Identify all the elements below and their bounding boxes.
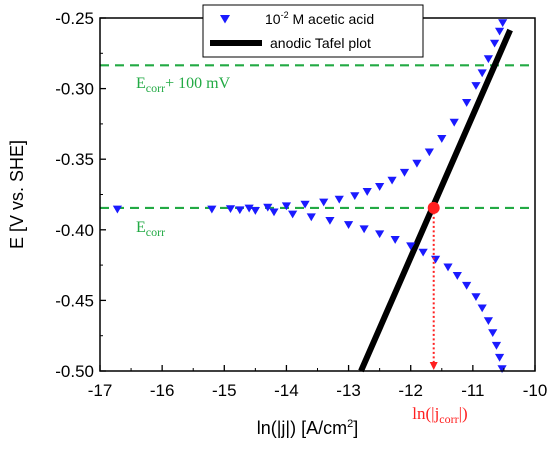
- y-tick-label: -0.35: [55, 150, 94, 169]
- reference-lines: [100, 64, 535, 210]
- x-axis-title-end: ]: [353, 418, 358, 438]
- data-point-anodic-5: [281, 202, 292, 211]
- data-point-anodic-9: [350, 192, 360, 201]
- data-point-cathodic-20: [491, 341, 502, 350]
- data-points-layer: [112, 19, 508, 374]
- corrosion-marker-layer: [427, 201, 440, 370]
- jcorr-annotation-main: ln(|j: [412, 404, 439, 423]
- data-point-anodic-19: [471, 82, 481, 90]
- data-point-cathodic-15: [462, 281, 472, 290]
- x-tick-label: -17: [88, 381, 113, 400]
- x-axis-title-main: ln(|j|) [A/cm: [257, 418, 347, 438]
- corrosion-point: [427, 201, 440, 214]
- x-tick-label: -11: [461, 381, 484, 400]
- ecorr-plus-100mv-label: Ecorr+ 100 mV: [136, 75, 231, 95]
- jcorr-annotation-sub: corr: [439, 412, 458, 426]
- jcorr-arrow-head: [429, 362, 438, 370]
- y-tick-label: -0.45: [55, 291, 94, 310]
- y-axis-ticks: -0.50 -0.45 -0.40 -0.35 -0.30 -0.25: [55, 9, 106, 381]
- y-tick-label: -0.50: [55, 362, 94, 381]
- data-point-cathodic-12: [430, 255, 441, 264]
- data-point-cathodic-19: [488, 329, 498, 338]
- data-point-anodic-1: [207, 205, 217, 214]
- data-point-cathodic-16: [471, 293, 481, 302]
- data-point-anodic-24: [498, 19, 508, 28]
- ecorr-label: Ecorr: [136, 219, 165, 239]
- data-point-anodic-8: [334, 195, 344, 204]
- data-point-cathodic-7: [359, 225, 369, 234]
- data-point-anodic-22: [490, 39, 500, 48]
- legend-marker-acetic-acid: [220, 15, 230, 24]
- plot-frame: [99, 17, 536, 372]
- y-tick-label: -0.25: [55, 9, 94, 28]
- legend-label-acetic-acid-main: 10: [265, 11, 281, 27]
- data-point-cathodic-13: [443, 263, 453, 272]
- legend-label-acetic-acid-sup: -2: [281, 10, 289, 20]
- x-tick-label: -14: [274, 381, 299, 400]
- data-point-anodic-23: [494, 27, 505, 36]
- data-point-cathodic-1: [250, 207, 260, 215]
- data-point-anodic-10: [362, 187, 372, 196]
- x-axis-title-sup: 2: [347, 418, 353, 430]
- y-tick-label: -0.30: [55, 80, 94, 99]
- jcorr-annotation-end: |): [459, 404, 468, 423]
- data-point-anodic-16: [437, 135, 447, 143]
- data-point-cathodic-2: [269, 208, 279, 217]
- data-point-anodic-17: [449, 118, 459, 127]
- ecorr-label-sub: corr: [146, 225, 165, 239]
- legend-label-acetic-acid: 10-2 M acetic acid: [265, 10, 374, 27]
- data-point-cathodic-0: [235, 206, 245, 215]
- x-tick-label: -13: [336, 381, 361, 400]
- data-point-cathodic-3: [288, 210, 298, 219]
- tafel-line: [358, 28, 513, 373]
- data-point-anodic-3: [244, 204, 254, 213]
- x-tick-label: -12: [398, 381, 423, 400]
- data-point-cathodic-11: [418, 248, 428, 257]
- x-tick-label: -15: [212, 381, 237, 400]
- data-point-cathodic-22: [497, 365, 507, 374]
- data-point-cathodic-9: [390, 236, 400, 244]
- data-point-cathodic-18: [483, 317, 493, 326]
- data-point-anodic-4: [263, 203, 273, 212]
- ecorr-label-main: E: [136, 219, 146, 236]
- legend-label-tafel: anodic Tafel plot: [270, 35, 371, 51]
- ecorr-plus-100mv-label-sub: corr: [146, 81, 165, 95]
- data-point-anodic-7: [319, 198, 329, 207]
- data-point-anodic-6: [300, 200, 310, 209]
- data-point-cathodic-21: [494, 353, 505, 362]
- data-point-anodic-2: [225, 205, 236, 214]
- legend: 10-2 M acetic acid anodic Tafel plot: [202, 4, 424, 58]
- data-point-anodic-14: [412, 159, 422, 168]
- legend-box: [202, 4, 424, 58]
- data-point-cathodic-4: [306, 213, 316, 222]
- data-point-cathodic-14: [452, 272, 462, 280]
- ecorr-plus-100mv-label-rest: + 100 mV: [165, 75, 230, 92]
- x-tick-label: -10: [523, 381, 548, 400]
- data-point-cathodic-8: [375, 230, 385, 239]
- y-tick-label: -0.40: [55, 221, 94, 240]
- data-point-anodic-0: [112, 205, 122, 214]
- data-point-anodic-20: [477, 69, 487, 78]
- legend-label-acetic-acid-rest: M acetic acid: [289, 11, 375, 27]
- data-point-anodic-12: [387, 176, 397, 185]
- x-axis-title: ln(|j|) [A/cm2]: [257, 418, 359, 438]
- ecorr-plus-100mv-label-main: E: [136, 75, 146, 92]
- data-point-cathodic-6: [343, 221, 354, 229]
- data-point-anodic-11: [375, 183, 385, 191]
- data-point-cathodic-5: [325, 216, 335, 225]
- tafel-line-layer: [358, 28, 513, 373]
- data-point-cathodic-10: [406, 242, 416, 251]
- data-point-anodic-18: [462, 99, 472, 107]
- data-point-anodic-15: [424, 148, 434, 157]
- x-tick-label: -16: [150, 381, 175, 400]
- data-point-anodic-13: [399, 168, 410, 177]
- data-point-anodic-21: [483, 55, 493, 64]
- jcorr-annotation: ln(|jcorr|): [412, 404, 467, 426]
- data-point-cathodic-17: [477, 304, 487, 313]
- y-axis-title: E [V vs. SHE]: [7, 140, 27, 249]
- x-axis-ticks: -17 -16 -15 -14 -13 -12 -11 -10: [88, 365, 548, 400]
